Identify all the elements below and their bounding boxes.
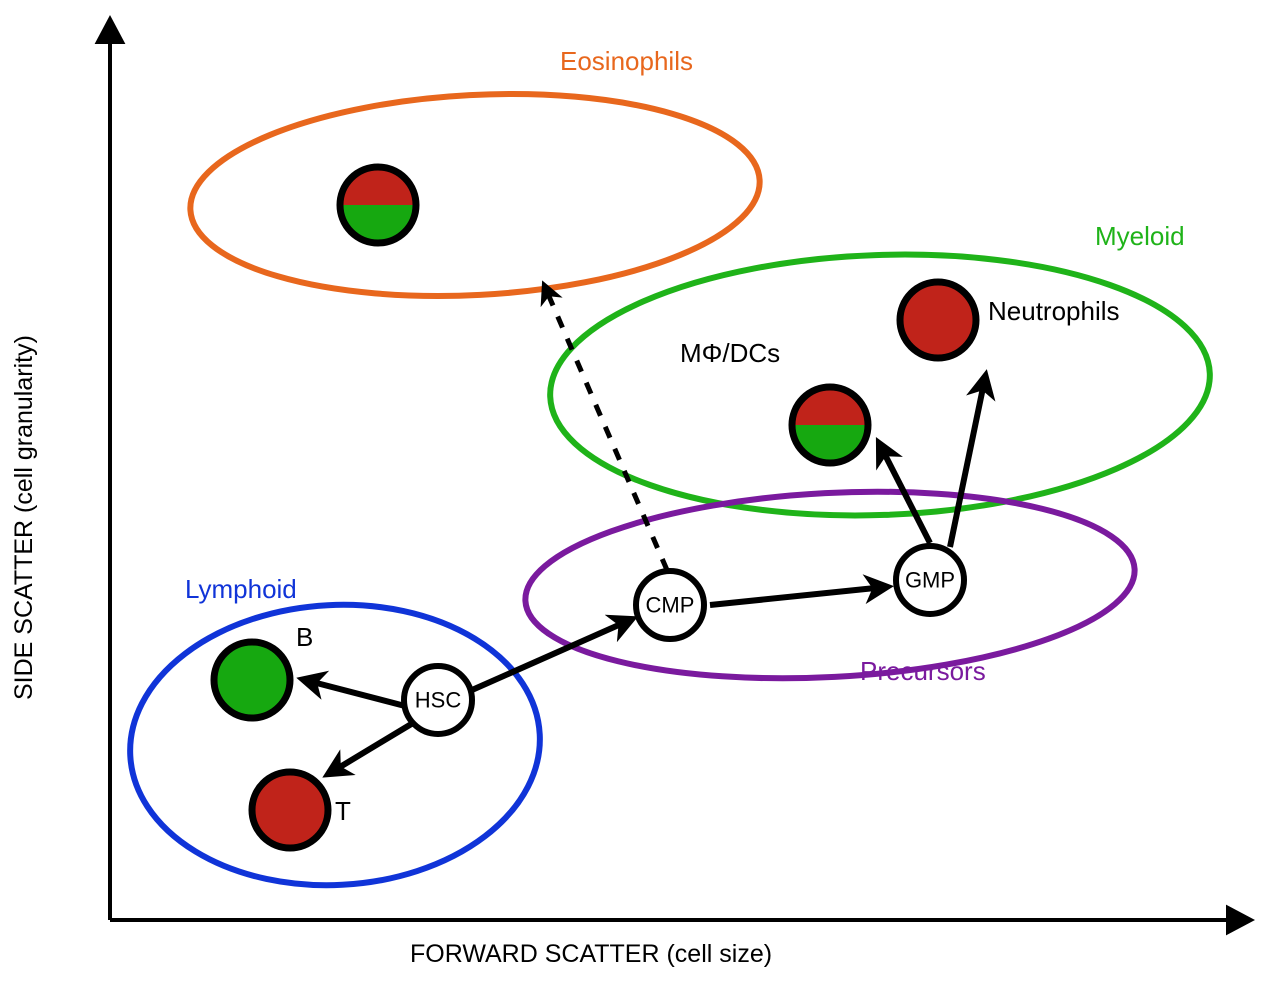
x-axis-label: FORWARD SCATTER (cell size)	[410, 940, 772, 969]
node-b_cell	[214, 642, 290, 718]
region-myeloid	[546, 244, 1215, 527]
node-neutrophil_cell	[900, 282, 976, 358]
label-t_label: T	[335, 796, 351, 826]
region-lymphoid	[123, 594, 547, 895]
edge-hsc-t_cell	[330, 723, 413, 773]
edge-cmp-gmp	[710, 587, 885, 605]
region-eosinophils	[185, 80, 765, 310]
node-label-gmp: GMP	[905, 568, 955, 593]
node-label-hsc: HSC	[415, 688, 462, 713]
node-t_cell	[252, 772, 328, 848]
y-axis-label: SIDE SCATTER (cell granularity)	[10, 335, 39, 700]
node-label-cmp: CMP	[646, 593, 695, 618]
region-label-lymphoid: Lymphoid	[185, 574, 297, 604]
region-label-eosinophils: Eosinophils	[560, 46, 693, 76]
region-label-myeloid: Myeloid	[1095, 221, 1185, 251]
label-mdc_label: MΦ/DCs	[680, 338, 780, 368]
region-label-precursors: Precursors	[860, 656, 986, 686]
node-eosinophil_cell	[340, 167, 416, 243]
edge-gmp-neutrophil_cell	[950, 378, 985, 547]
region-precursors	[521, 477, 1140, 693]
label-b_label: B	[296, 622, 313, 652]
scatter-diagram: Eosinophils Myeloid Precursors Lymphoid HSC C…	[0, 0, 1280, 988]
label-neutrophils_label: Neutrophils	[988, 296, 1120, 326]
node-mdc_cell	[792, 387, 868, 463]
